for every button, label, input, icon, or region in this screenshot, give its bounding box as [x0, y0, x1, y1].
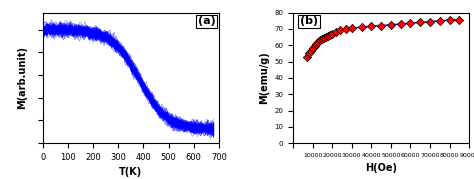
Point [377, 24, 385, 27]
Point [313, 42, 320, 45]
Point [446, 19, 454, 22]
Point [322, 35, 330, 38]
Point [327, 33, 334, 36]
Point [311, 45, 319, 47]
Point [397, 23, 404, 25]
X-axis label: T(K): T(K) [119, 168, 142, 177]
Y-axis label: M(emu/g): M(emu/g) [259, 52, 269, 104]
Point [387, 23, 395, 26]
Point [305, 52, 312, 55]
Point [456, 18, 463, 21]
Point [358, 26, 365, 29]
Point [336, 29, 344, 32]
Point [319, 38, 326, 40]
Point [315, 40, 322, 43]
Point [417, 21, 424, 24]
Point [303, 55, 310, 58]
Text: (a): (a) [198, 16, 216, 26]
Point [332, 31, 340, 33]
Point [317, 39, 324, 42]
Point [309, 47, 316, 50]
Point [307, 49, 314, 52]
Point [320, 36, 328, 39]
Text: (b): (b) [300, 16, 318, 26]
Point [348, 27, 356, 30]
Point [324, 34, 332, 37]
Point [367, 25, 375, 28]
X-axis label: H(Oe): H(Oe) [365, 163, 397, 173]
Point [328, 32, 336, 35]
Point [426, 20, 434, 23]
Point [407, 22, 414, 25]
Point [342, 27, 350, 30]
Y-axis label: M(arb.unit): M(arb.unit) [18, 46, 27, 109]
Point [436, 19, 444, 22]
